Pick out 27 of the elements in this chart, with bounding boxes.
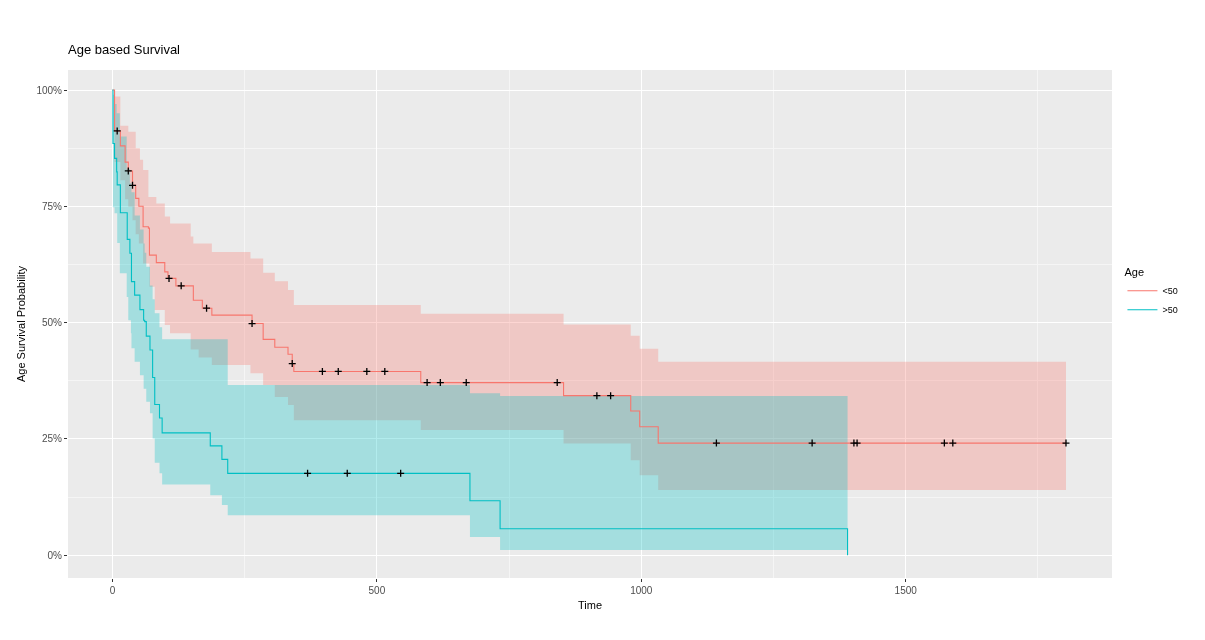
x-tick-label: 1500 (894, 585, 918, 596)
point (177, 281, 186, 290)
legend-label: >50 (1162, 305, 1178, 316)
point (807, 438, 817, 448)
legend-title: Age (1124, 266, 1145, 279)
point (940, 438, 949, 448)
point (247, 319, 257, 328)
point (1061, 438, 1071, 448)
y-tick-label: 50% (41, 317, 63, 329)
y-tick-label: 25% (41, 433, 63, 445)
point (712, 438, 721, 448)
x-tick-label: 0 (109, 585, 116, 596)
y-tick-label: 100% (36, 84, 63, 96)
point (124, 166, 133, 176)
legend-label: <50 (1162, 286, 1178, 297)
y-tick-label: 0% (47, 549, 63, 561)
y-tick-label: 75% (41, 200, 63, 212)
point (113, 126, 122, 136)
point (592, 391, 602, 400)
y-axis-title: Age Survival Probability (15, 265, 28, 383)
x-tick-label: 1000 (630, 585, 653, 596)
point (164, 274, 174, 283)
point (948, 438, 957, 448)
chart-title: Age based Survival (68, 42, 181, 58)
x-tick-label: 500 (368, 585, 386, 596)
point (422, 378, 432, 387)
x-axis-title: Time (577, 599, 603, 612)
